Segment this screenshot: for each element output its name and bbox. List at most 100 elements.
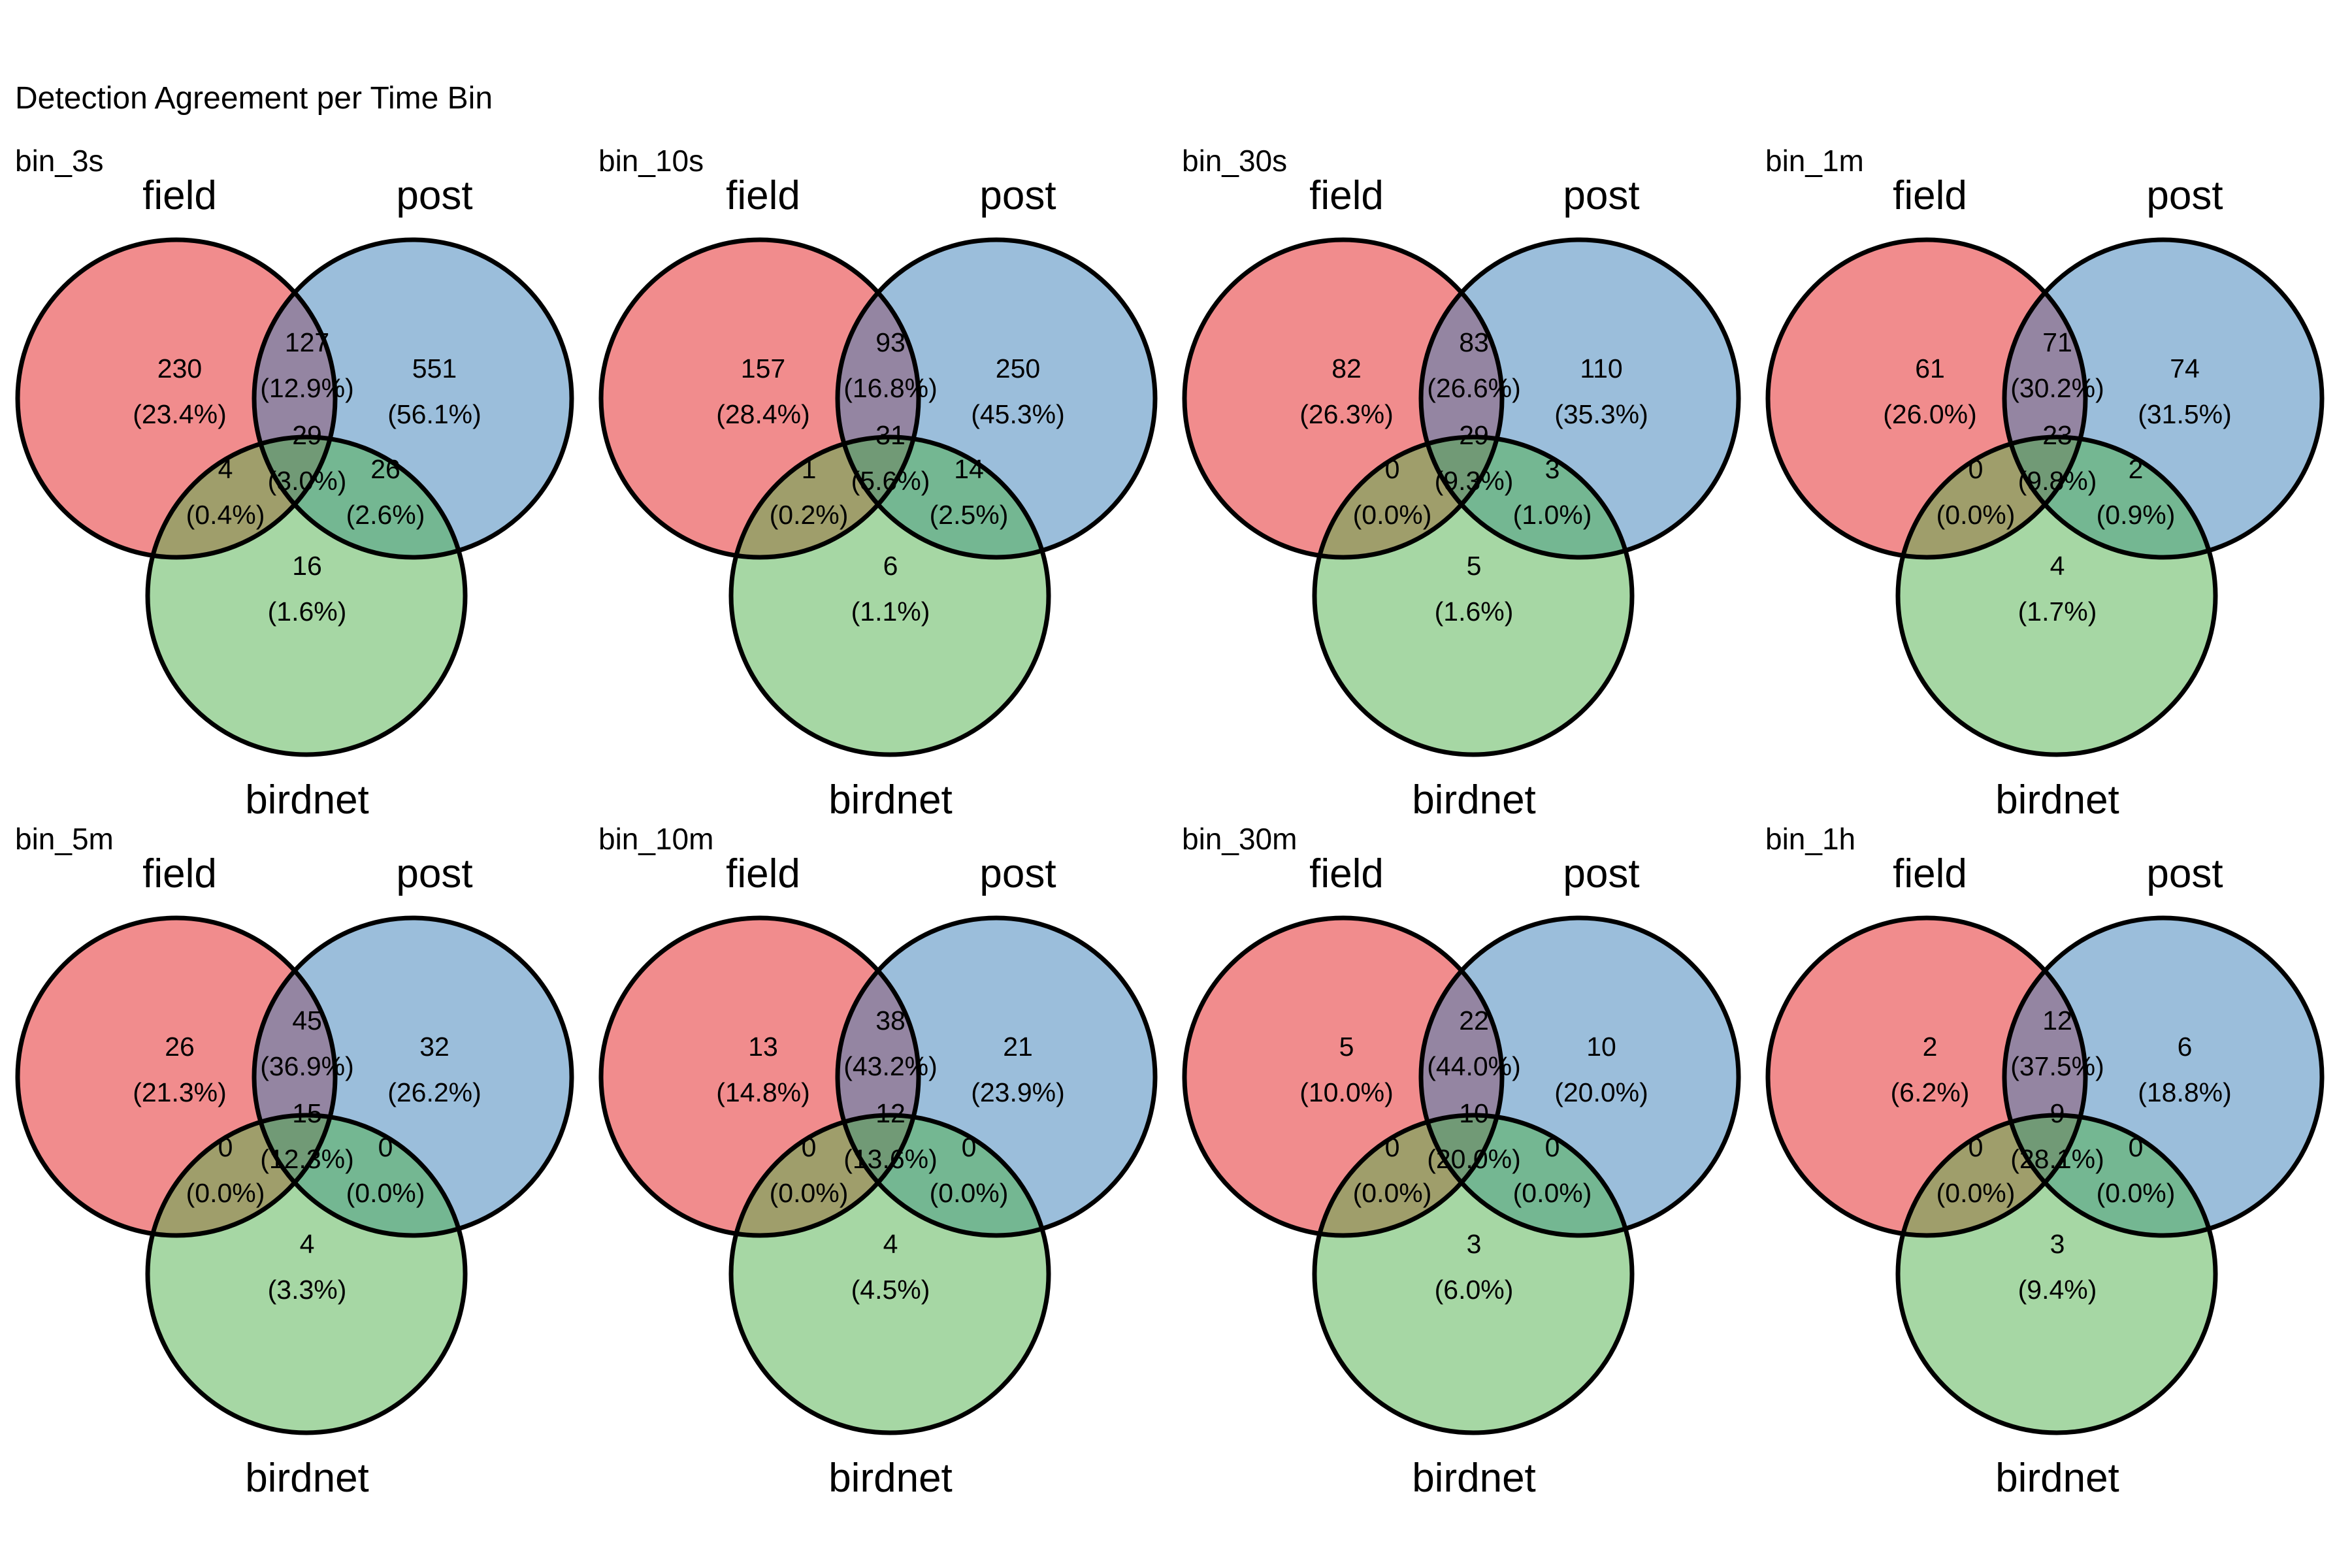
region-count-field-birdnet: 0 [1385,454,1400,484]
region-pct-post-birdnet: (0.9%) [2097,500,2176,530]
region-pct-field-post: (36.9%) [260,1051,354,1081]
set-outline-field [1182,237,1505,560]
set-outline-post [1418,237,1741,560]
region-count-field-post: 71 [2042,327,2072,357]
set-label-birdnet: birdnet [1412,1456,1536,1501]
set-outline-birdnet [1312,434,1635,757]
region-count-all: 29 [1459,420,1489,450]
region-pct-field-birdnet: (0.0%) [1936,500,2016,530]
set-outline-post [252,237,574,560]
region-pct-post-birdnet: (0.0%) [1513,1178,1592,1208]
region-pct-post-only: (18.8%) [2138,1077,2232,1107]
panel-title: bin_10m [598,822,713,856]
set-outline-birdnet [145,434,468,757]
region-pct-field-only: (10.0%) [1299,1077,1394,1107]
region-count-all: 31 [875,420,906,450]
figure-title: Detection Agreement per Time Bin [15,81,493,116]
region-count-field-post: 83 [1459,327,1489,357]
panel-title: bin_5m [15,822,114,856]
region-count-field-post: 93 [875,327,906,357]
region-pct-field-only: (14.8%) [716,1077,810,1107]
set-outline-field [1765,915,2088,1238]
set-outline-field [1765,237,2088,560]
region-count-field-only: 26 [165,1032,195,1062]
set-label-field: field [726,173,800,218]
venn-panel-bin_30m: bin_30m 5 (10.0%) 22 (44.0%) 10 (20.0%) 10 (20.0… [1182,822,1741,1501]
region-pct-field-post: (37.5%) [2010,1051,2104,1081]
region-pct-birdnet-only: (6.0%) [1435,1275,1514,1305]
panel-title: bin_30s [1182,144,1287,178]
set-outline-field [598,237,921,560]
region-count-post-birdnet: 0 [962,1132,977,1162]
region-pct-birdnet-only: (1.7%) [2018,596,2097,627]
set-outline-post [252,915,574,1238]
region-pct-field-post: (16.8%) [843,373,938,403]
region-pct-post-only: (35.3%) [1554,399,1648,429]
region-pct-all: (20.0%) [1427,1144,1521,1174]
venn-panel-bin_30s: bin_30s 82 (26.3%) 83 (26.6%) 110 (35.3%) 29 (9.… [1182,144,1741,823]
region-count-post-only: 74 [2170,353,2200,384]
set-label-birdnet: birdnet [1412,777,1536,823]
region-pct-field-only: (28.4%) [716,399,810,429]
set-outline-birdnet [728,434,1051,757]
region-pct-post-birdnet: (1.0%) [1513,500,1592,530]
region-pct-field-birdnet: (0.0%) [770,1178,849,1208]
set-label-post: post [396,173,472,218]
region-count-birdnet-only: 4 [300,1229,315,1259]
region-pct-field-post: (30.2%) [2010,373,2104,403]
region-count-field-post: 38 [875,1005,906,1036]
set-outline-birdnet [1895,434,2218,757]
region-count-all: 12 [875,1098,906,1128]
region-count-all: 9 [2050,1098,2065,1128]
region-count-field-only: 82 [1331,353,1362,384]
region-count-birdnet-only: 4 [883,1229,898,1259]
region-count-post-only: 551 [412,353,457,384]
set-circle-birdnet [148,1115,465,1433]
set-label-post: post [1563,173,1639,218]
set-label-birdnet: birdnet [828,1456,953,1501]
set-label-birdnet: birdnet [828,777,953,823]
region-pct-field-only: (21.3%) [133,1077,227,1107]
set-label-field: field [1309,851,1384,896]
region-count-post-only: 110 [1580,353,1622,384]
set-label-post: post [979,173,1056,218]
region-count-field-birdnet: 4 [218,454,233,484]
set-outline-post [1418,915,1741,1238]
region-pct-post-only: (31.5%) [2138,399,2232,429]
region-pct-field-birdnet: (0.0%) [1353,1178,1432,1208]
set-outline-field [15,915,338,1238]
region-count-field-post: 22 [1459,1005,1489,1036]
region-count-field-only: 5 [1339,1032,1354,1062]
region-count-field-only: 2 [1923,1032,1938,1062]
region-pct-birdnet-only: (4.5%) [851,1275,930,1305]
region-count-all: 29 [292,420,322,450]
region-pct-post-only: (26.2%) [387,1077,482,1107]
venn-panel-bin_1h: bin_1h 2 (6.2%) 12 (37.5%) 6 (18.8%) 9 (28.1%) 0 (… [1765,822,2325,1501]
region-pct-field-birdnet: (0.2%) [770,500,849,530]
set-label-post: post [979,851,1056,896]
region-pct-post-only: (45.3%) [971,399,1065,429]
region-count-post-birdnet: 0 [2129,1132,2144,1162]
region-count-birdnet-only: 3 [1467,1229,1482,1259]
set-circle-birdnet [731,437,1049,755]
region-pct-field-only: (23.4%) [133,399,227,429]
set-circle-birdnet [1898,1115,2215,1433]
set-circle-birdnet [1315,1115,1632,1433]
region-count-post-only: 250 [996,353,1040,384]
region-count-post-birdnet: 3 [1545,454,1560,484]
region-count-post-only: 32 [419,1032,449,1062]
set-outline-field [1182,915,1505,1238]
region-count-field-birdnet: 0 [1968,454,1984,484]
region-pct-field-post: (12.9%) [260,373,354,403]
region-pct-all: (12.3%) [260,1144,354,1174]
set-label-field: field [726,851,800,896]
set-outline-birdnet [728,1113,1051,1435]
region-pct-birdnet-only: (1.6%) [268,596,347,627]
region-pct-all: (13.6%) [843,1144,938,1174]
region-count-field-birdnet: 0 [1968,1132,1984,1162]
region-pct-field-only: (26.0%) [1883,399,1977,429]
set-label-post: post [1563,851,1639,896]
set-outline-post [2002,237,2325,560]
set-circle-birdnet [1898,437,2215,755]
